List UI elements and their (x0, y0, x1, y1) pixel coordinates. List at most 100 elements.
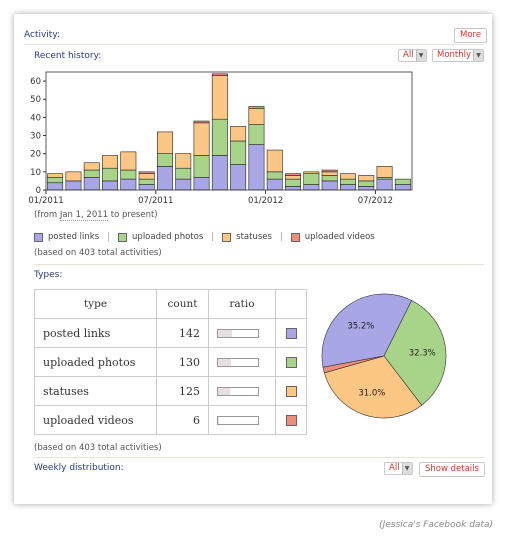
column-header-count: count (156, 289, 209, 319)
period-filter-select[interactable]: Monthly ▼ (432, 49, 485, 62)
bar-segment (138, 178, 155, 185)
ratio-bar-fill (218, 387, 231, 395)
bar-segment (230, 164, 247, 191)
y-tick-label: 40 (30, 113, 41, 123)
types-title: Types: (34, 270, 63, 280)
ratio-bar (217, 328, 259, 338)
legend-separator: | (279, 232, 283, 242)
bar-segment (321, 171, 338, 176)
count-cell: 6 (156, 405, 209, 435)
pie-slice-label: 31.0% (358, 388, 385, 398)
y-tick-label: 0 (36, 186, 41, 196)
bar-segment (65, 180, 82, 191)
chevron-down-icon: ▼ (401, 463, 412, 474)
table-row: uploaded photos 130 (34, 347, 307, 377)
type-cell: uploaded photos (34, 347, 157, 377)
bar-segment (102, 180, 119, 191)
color-swatch (285, 356, 297, 368)
ratio-bar-fill (218, 329, 233, 337)
type-filter-value: All (403, 50, 414, 60)
bar-segment (266, 178, 283, 191)
bar-segment (120, 169, 137, 180)
bar-segment (285, 173, 301, 176)
bar-segment (47, 173, 64, 178)
bar-segment (120, 178, 137, 191)
ratio-cell (208, 347, 276, 377)
bar-segment (266, 149, 283, 173)
y-tick-label: 20 (30, 150, 41, 160)
bar-segment (285, 178, 301, 187)
bar-segment (248, 124, 265, 145)
count-cell: 142 (156, 318, 209, 348)
bar-segment (376, 166, 393, 178)
x-tick-label: 07/2011 (138, 196, 173, 206)
bar-segment (175, 178, 192, 191)
bar-segment (303, 184, 320, 191)
bar-segment (157, 153, 173, 167)
bar-segment (248, 144, 265, 191)
ratio-bar (217, 415, 259, 425)
legend-label-statuses: statuses (236, 232, 272, 242)
types-based-on-note: (based on 403 total activities) (34, 443, 162, 453)
date-range-note: (from Jan 1, 2011 to present) (34, 210, 158, 221)
count-cell: 125 (156, 376, 209, 406)
bar-segment (358, 175, 375, 182)
ratio-bar-fill (218, 416, 219, 424)
x-tick-label: 01/2012 (248, 196, 283, 206)
type-cell: uploaded videos (34, 405, 157, 435)
bar-segment (376, 178, 393, 191)
more-button[interactable]: More (454, 28, 488, 43)
color-swatch (285, 414, 297, 426)
bar-segment (83, 176, 100, 191)
bar-segment (211, 155, 228, 191)
pie-slice (322, 355, 385, 374)
column-header-color (275, 289, 307, 319)
ratio-cell (208, 376, 276, 406)
ratio-bar (217, 386, 259, 396)
data-credit: (Jessica's Facebook data) (379, 520, 493, 530)
bar-segment (83, 169, 100, 178)
bar-segment (211, 118, 228, 156)
legend-separator: | (107, 232, 111, 242)
bar-segment (248, 106, 265, 109)
bar-segment (102, 167, 119, 182)
y-tick-label: 60 (30, 77, 41, 87)
types-pie-chart: 35.2% 32.3% 31.0% (321, 293, 447, 419)
legend-label-uploaded-photos: uploaded photos (132, 232, 204, 242)
legend-swatch-uploaded-videos (290, 232, 300, 242)
bar-segment (193, 120, 210, 124)
bar-segment (193, 176, 210, 191)
count-cell: 130 (156, 347, 209, 377)
legend-label-posted-links: posted links (48, 232, 100, 242)
activity-title: Activity: (24, 30, 61, 40)
bar-segment (339, 173, 356, 180)
bar-segment (47, 182, 64, 191)
type-filter-select[interactable]: All ▼ (398, 49, 427, 62)
y-tick-label: 10 (30, 168, 41, 178)
y-tick-label: 50 (30, 95, 41, 105)
bar-segment (303, 173, 320, 185)
bar-segment (394, 178, 411, 185)
bar-segment (230, 126, 247, 142)
ratio-bar-fill (218, 358, 231, 366)
bar-segment (138, 171, 155, 174)
x-tick-label: 01/2011 (28, 196, 63, 206)
column-header-type: type (34, 289, 157, 319)
bar-segment (303, 171, 320, 174)
pie-slice (321, 293, 413, 368)
pie-slice-label: 32.3% (409, 348, 436, 358)
bar-segment (83, 162, 100, 171)
ratio-cell (208, 405, 276, 435)
divider (34, 457, 484, 458)
legend-separator: | (211, 232, 215, 242)
date-range-start[interactable]: Jan 1, 2011 (59, 210, 109, 221)
bar-segment (175, 167, 192, 180)
types-table: type count ratio posted links 142 upload… (34, 289, 307, 435)
weekly-filter-select[interactable]: All ▼ (384, 462, 413, 475)
bar-segment (358, 186, 375, 191)
bar-segment (157, 131, 173, 154)
pie-slice (383, 300, 447, 406)
bar-segment (230, 140, 247, 165)
period-filter-value: Monthly (437, 50, 472, 60)
show-details-button[interactable]: Show details (419, 462, 485, 477)
